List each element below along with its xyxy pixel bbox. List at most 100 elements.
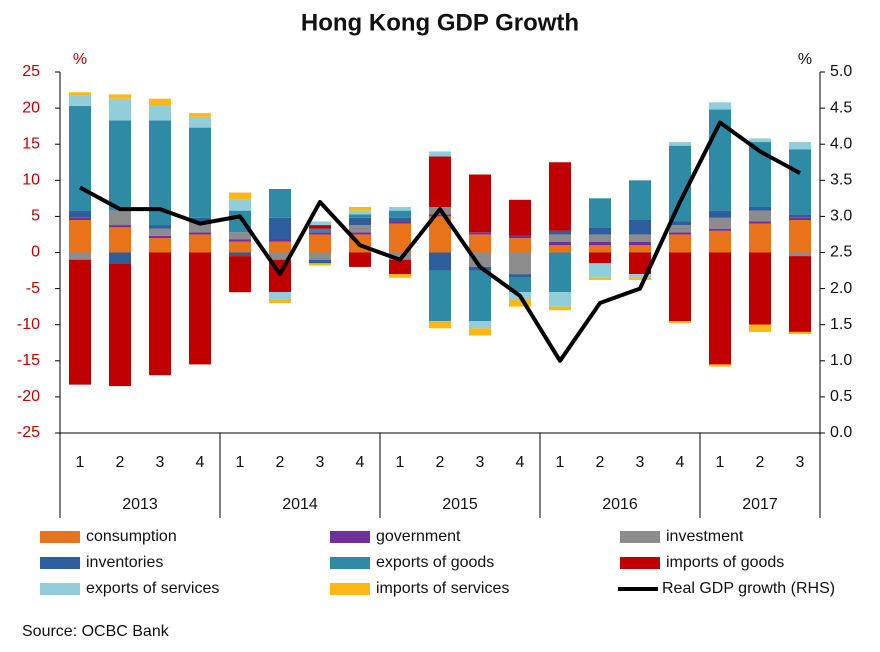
bar-segment xyxy=(469,174,491,233)
group-label: 2014 xyxy=(282,496,318,513)
legend-label: investment xyxy=(666,528,744,545)
bar-segment xyxy=(349,214,371,218)
bar-segment xyxy=(389,210,411,218)
bar-segment xyxy=(589,245,611,253)
x-tick-label: 1 xyxy=(556,454,565,471)
bar-segment xyxy=(589,263,611,278)
bar-segment xyxy=(469,234,491,253)
bar-segment xyxy=(469,328,491,336)
bar-segment xyxy=(509,238,531,253)
bar-segment xyxy=(189,217,211,222)
bar-segment xyxy=(149,225,171,229)
bar-segment xyxy=(549,230,571,235)
bar-segment xyxy=(189,221,211,233)
y2-tick-label: 0.5 xyxy=(830,388,852,405)
legend-swatch xyxy=(40,557,80,569)
bar-segment xyxy=(229,199,251,211)
bar-segment xyxy=(149,120,171,226)
bar-segment xyxy=(189,234,211,253)
x-tick-label: 3 xyxy=(636,454,645,471)
bar-segment xyxy=(269,241,291,253)
bar-segment xyxy=(149,98,171,106)
bar-segment xyxy=(709,210,731,218)
bar-segment xyxy=(709,230,731,253)
bar-segment xyxy=(789,149,811,215)
x-tick-label: 3 xyxy=(156,454,165,471)
x-tick-label: 4 xyxy=(676,454,685,471)
bar-segment xyxy=(549,234,571,242)
bar-segment xyxy=(789,217,811,221)
bar-segment xyxy=(789,142,811,150)
bar-segment xyxy=(789,214,811,218)
bar-segment xyxy=(269,299,291,304)
group-label: 2013 xyxy=(122,496,158,513)
x-tick-label: 1 xyxy=(76,454,85,471)
y-tick-label: 0 xyxy=(31,244,40,261)
bar-segment xyxy=(189,113,211,117)
x-tick-label: 2 xyxy=(276,454,285,471)
bar-segment xyxy=(109,263,131,387)
bar-segment xyxy=(269,292,291,300)
bar-segment xyxy=(549,292,571,307)
bar-segment xyxy=(509,277,531,293)
x-tick-label: 3 xyxy=(796,454,805,471)
bar-segment xyxy=(389,274,411,278)
bar-segment xyxy=(349,225,371,233)
y-tick-label: -25 xyxy=(17,424,40,441)
bar-segment xyxy=(549,162,571,231)
x-tick-label: 3 xyxy=(476,454,485,471)
x-tick-label: 4 xyxy=(196,454,205,471)
bar-segment xyxy=(549,245,571,253)
y2-tick-label: 4.5 xyxy=(830,99,852,116)
bar-segment xyxy=(189,116,211,128)
bar-segment xyxy=(589,227,611,235)
y-tick-label: -15 xyxy=(17,352,40,369)
bar-segment xyxy=(429,156,451,208)
y2-tick-label: 5.0 xyxy=(830,63,852,80)
group-label: 2017 xyxy=(742,496,778,513)
bar-segment xyxy=(349,232,371,235)
bar-segment xyxy=(349,217,371,226)
bar-segment xyxy=(109,210,131,226)
legend-swatch xyxy=(330,583,370,595)
y-tick-label: 25 xyxy=(22,63,40,80)
y-tick-label: -20 xyxy=(17,388,40,405)
bar-segment xyxy=(589,277,611,280)
legend-label: Real GDP growth (RHS) xyxy=(662,580,835,597)
bar-segment xyxy=(229,192,251,200)
legend-label: exports of services xyxy=(86,580,219,597)
bar-segment xyxy=(629,274,651,278)
y2-tick-label: 2.5 xyxy=(830,244,852,261)
bar-segment xyxy=(69,105,91,211)
x-tick-label: 2 xyxy=(116,454,125,471)
bar-segment xyxy=(149,238,171,253)
bar-segment xyxy=(429,214,451,217)
bar-segment xyxy=(189,232,211,235)
y-tick-label: 5 xyxy=(31,208,40,225)
bar-segment xyxy=(709,217,731,229)
bar-segment xyxy=(749,223,771,253)
bar-segment xyxy=(509,274,531,278)
bar-segment xyxy=(349,252,371,267)
chart-title: Hong Kong GDP Growth xyxy=(301,9,579,36)
legend-label: imports of goods xyxy=(666,554,784,571)
bar-segment xyxy=(629,234,651,242)
y2-tick-label: 4.0 xyxy=(830,135,852,152)
x-tick-label: 2 xyxy=(596,454,605,471)
bar-segment xyxy=(669,145,691,222)
bar-segment xyxy=(109,252,131,264)
bar-segment xyxy=(429,321,451,329)
bar-segment xyxy=(309,259,331,264)
y-tick-label: 20 xyxy=(22,99,40,116)
bar-segment xyxy=(469,232,491,235)
legend-swatch xyxy=(620,531,660,543)
bar-segment xyxy=(709,228,731,231)
bar-segment xyxy=(669,321,691,324)
y2-tick-label: 1.0 xyxy=(830,352,852,369)
bar-segment xyxy=(389,217,411,222)
x-tick-label: 2 xyxy=(436,454,445,471)
x-tick-label: 2 xyxy=(756,454,765,471)
bar-segment xyxy=(109,227,131,253)
bar-segment xyxy=(589,234,611,242)
